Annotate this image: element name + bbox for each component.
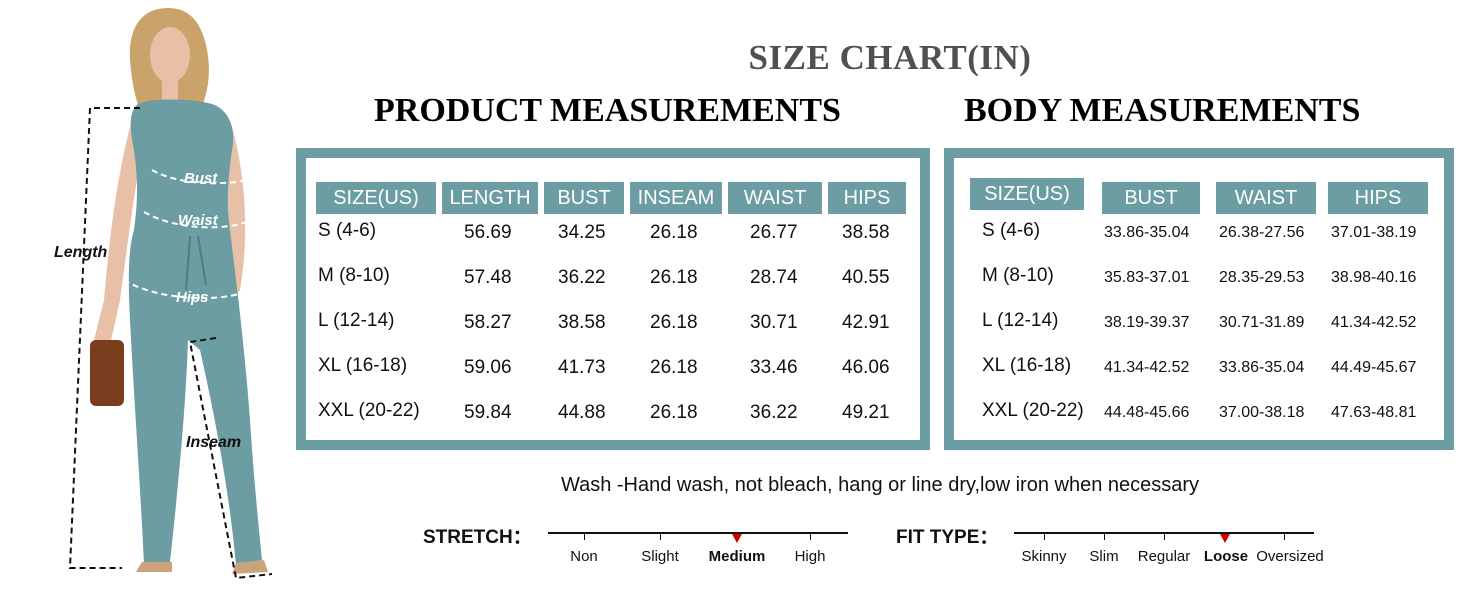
body-header-bust: BUST xyxy=(1102,182,1200,214)
body-cell-hips: 47.63-48.81 xyxy=(1331,404,1417,421)
fit-tick xyxy=(1164,532,1165,540)
body-cell-waist: 28.35-29.53 xyxy=(1219,269,1305,286)
body-cell-bust: 41.34-42.52 xyxy=(1104,359,1190,376)
model-illustration: Bust Waist Hips Length Inseam xyxy=(40,0,300,600)
product-cell-hips: 42.91 xyxy=(842,312,890,333)
product-cell-waist: 28.74 xyxy=(750,267,798,288)
product-cell-length: 58.27 xyxy=(464,312,512,333)
product-cell-bust: 44.88 xyxy=(558,402,606,423)
body-cell-waist: 33.86-35.04 xyxy=(1219,359,1305,376)
fit-option-regular: Regular xyxy=(1137,548,1191,565)
body-header-hips: HIPS xyxy=(1328,182,1428,214)
product-cell-length: 57.48 xyxy=(464,267,512,288)
stretch-tick xyxy=(810,532,811,540)
product-header-bust: BUST xyxy=(544,182,624,214)
product-cell-waist: 36.22 xyxy=(750,402,798,423)
product-cell-length: 56.69 xyxy=(464,222,512,243)
fit-tick xyxy=(1104,532,1105,540)
bust-label: Bust xyxy=(184,170,218,187)
product-cell-bust: 38.58 xyxy=(558,312,606,333)
stretch-option-non: Non xyxy=(570,548,598,565)
body-table-title: BODY MEASUREMENTS xyxy=(964,92,1361,129)
product-cell-size: XL (16-18) xyxy=(318,355,408,376)
body-cell-size: S (4-6) xyxy=(982,220,1041,241)
product-cell-length: 59.84 xyxy=(464,402,512,423)
product-cell-inseam: 26.18 xyxy=(650,222,698,243)
fit-selected-marker xyxy=(1220,534,1230,543)
model-figure xyxy=(68,8,273,580)
product-cell-waist: 33.46 xyxy=(750,357,798,378)
product-cell-size: M (8-10) xyxy=(318,265,390,286)
product-cell-bust: 41.73 xyxy=(558,357,606,378)
product-cell-waist: 26.77 xyxy=(750,222,798,243)
stretch-option-medium: Medium xyxy=(708,548,766,565)
fit-option-skinny: Skinny xyxy=(1021,548,1067,565)
stretch-tick xyxy=(584,532,585,540)
product-header-inseam: INSEAM xyxy=(630,182,722,214)
body-cell-bust: 35.83-37.01 xyxy=(1104,269,1190,286)
wash-instructions: Wash -Hand wash, not bleach, hang or lin… xyxy=(560,474,1200,496)
body-cell-bust: 38.19-39.37 xyxy=(1104,314,1190,331)
product-cell-size: L (12-14) xyxy=(318,310,395,331)
body-cell-hips: 38.98-40.16 xyxy=(1331,269,1417,286)
hips-label: Hips xyxy=(176,289,209,306)
length-label: Length xyxy=(54,244,108,261)
body-measurements-table: SIZE(US) BUST WAIST HIPS S (4-6) 33.86-3… xyxy=(944,148,1454,450)
fit-option-oversized: Oversized xyxy=(1256,548,1324,565)
stretch-tick xyxy=(660,532,661,540)
fit-tick xyxy=(1044,532,1045,540)
product-measurements-table: SIZE(US) LENGTH BUST INSEAM WAIST HIPS S… xyxy=(296,148,930,450)
body-cell-bust: 33.86-35.04 xyxy=(1104,224,1190,241)
fit-type-label: FIT TYPE： xyxy=(896,527,999,548)
product-table-title: PRODUCT MEASUREMENTS xyxy=(374,92,841,129)
product-cell-inseam: 26.18 xyxy=(650,312,698,333)
product-cell-inseam: 26.18 xyxy=(650,267,698,288)
product-cell-bust: 34.25 xyxy=(558,222,606,243)
product-cell-inseam: 26.18 xyxy=(650,357,698,378)
body-cell-waist: 37.00-38.18 xyxy=(1219,404,1305,421)
body-cell-size: XL (16-18) xyxy=(982,355,1072,376)
product-cell-bust: 36.22 xyxy=(558,267,606,288)
product-cell-hips: 46.06 xyxy=(842,357,890,378)
body-cell-hips: 41.34-42.52 xyxy=(1331,314,1417,331)
product-header-size: SIZE(US) xyxy=(316,182,436,214)
product-header-waist: WAIST xyxy=(728,182,822,214)
body-cell-waist: 26.38-27.56 xyxy=(1219,224,1305,241)
body-header-waist: WAIST xyxy=(1216,182,1316,214)
body-cell-size: XXL (20-22) xyxy=(982,400,1084,421)
product-cell-length: 59.06 xyxy=(464,357,512,378)
product-cell-size: S (4-6) xyxy=(318,220,377,241)
product-cell-hips: 38.58 xyxy=(842,222,890,243)
fit-tick xyxy=(1284,532,1285,540)
product-header-hips: HIPS xyxy=(828,182,906,214)
body-header-size: SIZE(US) xyxy=(970,178,1084,210)
waist-label: Waist xyxy=(178,212,218,229)
fit-option-loose: Loose xyxy=(1203,548,1249,565)
inseam-label: Inseam xyxy=(186,434,242,451)
product-cell-hips: 40.55 xyxy=(842,267,890,288)
fit-option-slim: Slim xyxy=(1089,548,1119,565)
body-cell-size: L (12-14) xyxy=(982,310,1059,331)
body-cell-bust: 44.48-45.66 xyxy=(1104,404,1190,421)
product-header-length: LENGTH xyxy=(442,182,538,214)
page-title: SIZE CHART(IN) xyxy=(748,38,1032,77)
product-cell-inseam: 26.18 xyxy=(650,402,698,423)
product-cell-waist: 30.71 xyxy=(750,312,798,333)
body-cell-hips: 37.01-38.19 xyxy=(1331,224,1417,241)
body-cell-hips: 44.49-45.67 xyxy=(1331,359,1417,376)
body-cell-waist: 30.71-31.89 xyxy=(1219,314,1305,331)
stretch-scale-line xyxy=(548,532,848,534)
stretch-selected-marker xyxy=(732,534,742,543)
product-cell-hips: 49.21 xyxy=(842,402,890,423)
stretch-label: STRETCH： xyxy=(423,527,532,548)
stretch-option-slight: Slight xyxy=(641,548,679,565)
product-cell-size: XXL (20-22) xyxy=(318,400,420,421)
stretch-option-high: High xyxy=(794,548,826,565)
body-cell-size: M (8-10) xyxy=(982,265,1054,286)
